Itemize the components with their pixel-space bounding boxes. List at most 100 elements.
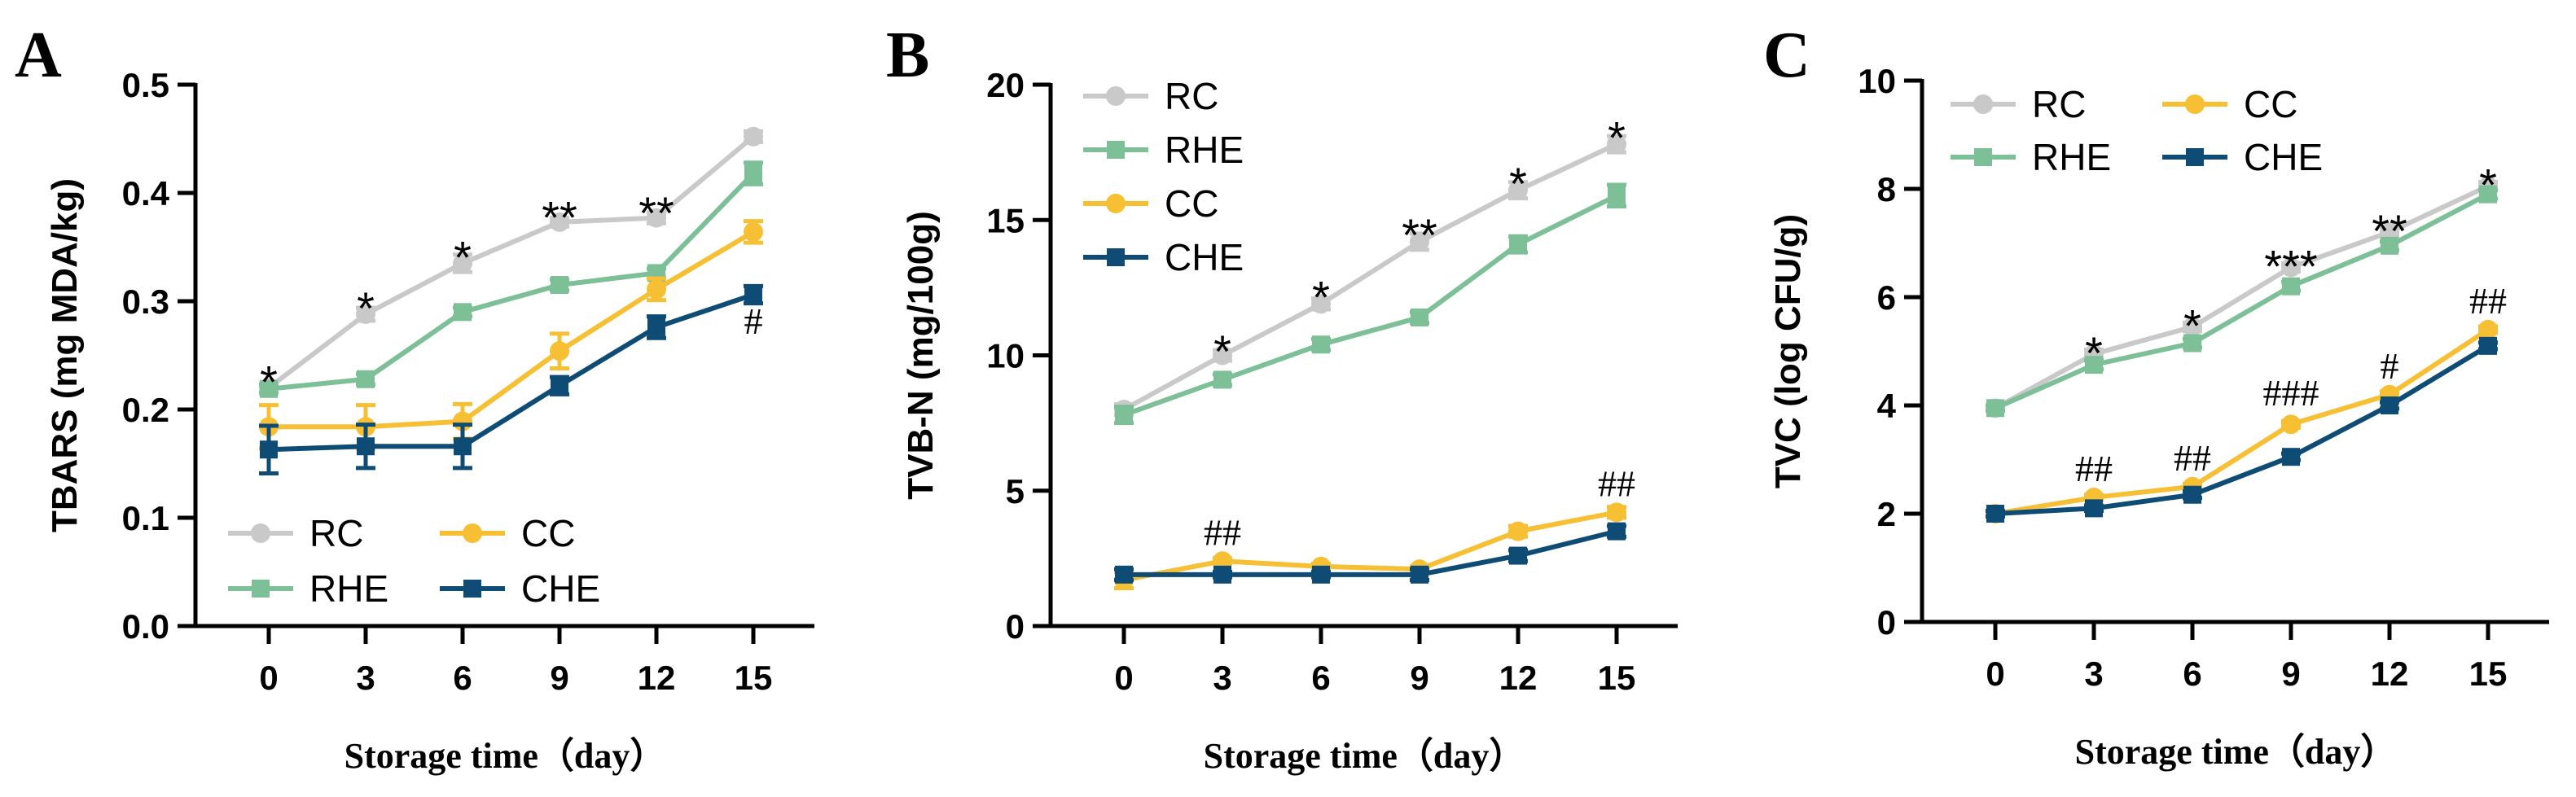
panel-c-significance-label: * <box>2479 160 2497 211</box>
panel-b-x-tick-label: 3 <box>1213 659 1231 697</box>
panel-b-significance-label: ** <box>1402 209 1437 261</box>
panel-b-y-tick-label: 10 <box>986 337 1025 375</box>
panel-a-legend-rc-label: RC <box>309 512 363 554</box>
panel-a-x-tick-label: 3 <box>356 659 375 697</box>
panel-b-legend-rhe-label: RHE <box>1165 129 1244 171</box>
panel-b-series-rhe-point <box>1312 335 1330 354</box>
panel-c-significance-label: ## <box>2075 448 2113 489</box>
panel-a-series-cc-point <box>550 341 569 361</box>
panel-b-series-rhe-point <box>1213 370 1231 389</box>
panel-b-series-che <box>1114 522 1626 584</box>
panel-c-series-rhe-point <box>2282 277 2300 296</box>
panel-c-series-cc <box>1986 319 2498 523</box>
panel-b-series-rc-line <box>1122 142 1618 412</box>
panel-a-significance-label: ** <box>639 187 674 239</box>
panel-c-legend-cc-swatch-marker <box>2185 94 2205 114</box>
panel-c-series-rhe <box>1986 185 2498 418</box>
panel-c-legend: RC RHE CC CHE <box>1951 83 2323 178</box>
panel-a: A 0.0 0.1 0.2 0.3 0.4 0.5 0 3 6 9 12 15 TBARS (mg MDA… <box>15 20 814 776</box>
panel-c-series-rc-point <box>2183 317 2202 337</box>
panel-b-series-che-point <box>1608 522 1626 541</box>
panel-b: B 0 5 10 15 20 0 3 6 9 12 15 TVB-N (mg/100g) Storage … <box>886 20 1678 776</box>
panel-b-series-rhe-point <box>1509 235 1527 254</box>
panel-a-series-rhe <box>259 160 763 398</box>
panel-a-series-rhe-point <box>744 164 762 183</box>
panel-c-series-che-point <box>2479 336 2497 355</box>
panel-a-series-cc-point <box>744 221 763 242</box>
panel-a-series-cc-line <box>269 230 755 430</box>
panel-a-legend-cc-label: CC <box>521 512 575 554</box>
panel-b-significance-label: ## <box>1204 511 1241 553</box>
panel-b-series-rc-point <box>1311 294 1331 314</box>
panel-b-legend-rhe-swatch-marker <box>1107 141 1125 159</box>
panel-a-y-axis-label: TBARS (mg MDA/kg) <box>45 178 85 532</box>
panel-b-series-rhe <box>1114 182 1626 426</box>
panel-a-series-cc-point <box>647 279 666 300</box>
panel-a-series-che-point <box>260 440 278 459</box>
panel-a-legend-rhe-label: RHE <box>309 567 388 610</box>
panel-a-series-rc <box>259 126 763 398</box>
panel-b-series-cc-point <box>1607 502 1626 523</box>
panel-a-series-rhe-point <box>454 303 472 322</box>
panel-b-x-tick-label: 6 <box>1311 659 1330 697</box>
panel-c-series-cc-point <box>2478 319 2498 339</box>
panel-b-series-rc-point <box>1607 134 1626 155</box>
panel-c-y-tick-label: 0 <box>1877 603 1896 642</box>
panel-a-x-axis-label: Storage time（day） <box>344 736 666 776</box>
panel-a-y-tick-label: 0.5 <box>122 66 169 104</box>
panel-b-series-cc-point <box>1508 521 1528 541</box>
panel-c-series-che-point <box>1986 505 2004 523</box>
panel-c-significance-label: ** <box>2372 205 2407 256</box>
panel-c-legend-cc-label: CC <box>2244 83 2297 125</box>
panel-a-series-che-line <box>268 292 754 453</box>
panel-a-series-rc-point <box>647 208 666 228</box>
panel-a-legend: RC RHE CC CHE <box>228 512 600 610</box>
panel-c-series-rhe-point <box>2183 334 2201 353</box>
panel-a-series-rhe-point <box>551 276 568 295</box>
panel-c-x-tick-label: 12 <box>2371 655 2409 693</box>
panel-c-series-rhe-point <box>2479 185 2497 204</box>
panel-c-significance-label: * <box>2183 300 2201 352</box>
panel-c-x-tick-label: 0 <box>1986 655 2004 693</box>
panel-a-significance-label: * <box>357 282 375 334</box>
panel-b-series-cc-line <box>1123 510 1617 583</box>
panel-a-significance-label: ** <box>542 191 577 243</box>
panel-c-series-cc-point <box>2281 414 2301 435</box>
panel-a-series-che <box>259 283 763 475</box>
panel-b-series-che-point <box>1509 546 1527 565</box>
panel-c-y-tick-label: 2 <box>1877 495 1896 533</box>
panel-c-x-tick-label: 3 <box>2084 655 2103 693</box>
panel-b-y-tick-label: 15 <box>986 201 1025 239</box>
panel-a-legend-rhe-swatch-marker <box>252 580 270 598</box>
panel-b-series-rc-point <box>1213 345 1232 366</box>
panel-c-significance-label: * <box>2085 327 2103 379</box>
panel-a-series-che-point <box>454 437 472 456</box>
panel-c-x-axis-label: Storage time（day） <box>2075 732 2397 772</box>
panel-c-series-che-point <box>2085 499 2103 518</box>
panel-c-legend-rc-label: RC <box>2032 83 2086 125</box>
panel-c-series-che <box>1986 336 2498 523</box>
panel-c-y-tick-label: 8 <box>1877 170 1896 208</box>
panel-c-series-rc-line <box>1994 183 2490 410</box>
panel-b-series-rhe-point <box>1115 405 1133 424</box>
panel-c-series-rc <box>1986 176 2498 418</box>
panel-c-significance-label: ### <box>2263 372 2319 414</box>
panel-c: C 0 2 4 6 8 10 0 3 6 9 12 15 TVC (log CFU/g) Storage t… <box>1763 20 2549 772</box>
panel-c-significance-label: ## <box>2174 437 2211 479</box>
panel-c-significance-label: ## <box>2469 280 2507 322</box>
panel-a-x-tick-label: 12 <box>638 659 676 697</box>
panel-a-y-tick-label: 0.4 <box>122 174 170 212</box>
panel-a-y-tick-label: 0.1 <box>122 499 169 537</box>
panel-c-series-che-line <box>1995 344 2490 516</box>
panel-a-series-rc-line <box>267 134 755 390</box>
panel-a-series-rc-point <box>356 304 375 324</box>
panel-a-series-che-point <box>357 437 375 456</box>
panel-a-legend-che-label: CHE <box>521 567 600 610</box>
panel-a-x-tick-label: 6 <box>453 659 472 697</box>
panel-c-series-che-point <box>2381 396 2398 414</box>
panel-c-series-che-point <box>2282 448 2300 466</box>
panel-b-legend-che-label: CHE <box>1165 236 1244 278</box>
panel-b-letter: B <box>886 20 929 91</box>
panel-a-x-tick-label: 15 <box>735 659 773 697</box>
